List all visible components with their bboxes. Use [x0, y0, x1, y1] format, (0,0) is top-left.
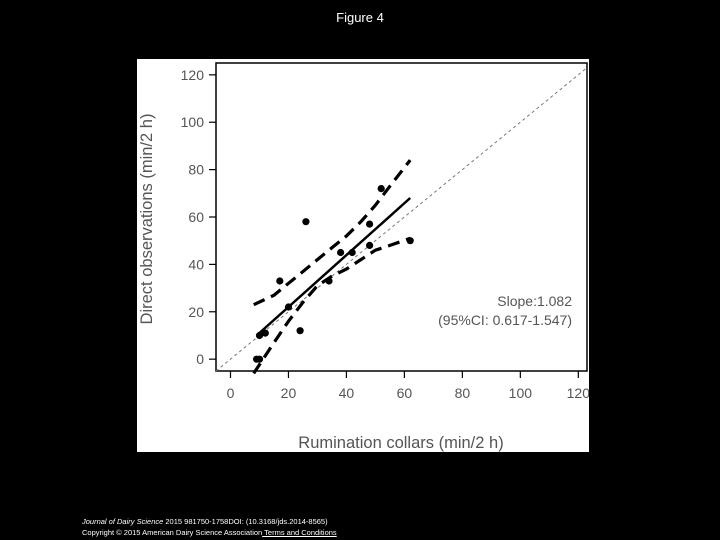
y-tick-label: 0 — [196, 351, 204, 367]
x-tick-label: 20 — [281, 385, 297, 401]
data-point — [325, 277, 333, 285]
confidence-band-upper — [253, 159, 412, 307]
slope-annotation: Slope:1.082 — [497, 293, 572, 309]
data-point — [261, 329, 269, 337]
y-tick-label: 80 — [188, 162, 204, 178]
y-tick-label: 20 — [188, 304, 204, 320]
footer: Journal of Dairy Science 2015 981750-175… — [82, 516, 337, 538]
data-point — [296, 327, 304, 335]
y-tick-label: 120 — [181, 67, 205, 83]
data-point — [255, 355, 264, 363]
footer-citation-line: Journal of Dairy Science 2015 981750-175… — [82, 516, 337, 527]
data-point — [284, 303, 293, 311]
y-axis-label: Direct observations (min/2 h) — [138, 114, 156, 325]
chart-panel: 0 20 40 60 80 100 120 0 20 40 60 80 100 120 Ruminatio… — [137, 59, 589, 452]
data-point — [348, 248, 356, 257]
x-tick-label: 120 — [567, 385, 589, 401]
data-point — [255, 331, 264, 340]
scatter-chart: 0 20 40 60 80 100 120 0 20 40 60 80 100 120 Ruminatio… — [138, 62, 589, 452]
data-point — [366, 241, 374, 249]
data-point — [366, 220, 374, 228]
figure-title: Figure 4 — [336, 10, 384, 25]
regression-line — [255, 197, 412, 337]
copyright-text: Copyright © 2015 American Dairy Science … — [82, 528, 263, 537]
citation-text: 2015 981750-1758DOI: (10.3168/jds.2014-8… — [163, 517, 328, 526]
x-tick-label: 40 — [339, 385, 355, 401]
data-point — [377, 185, 385, 193]
data-point — [406, 237, 414, 245]
data-point — [337, 248, 345, 257]
x-axis-label: Rumination collars (min/2 h) — [298, 434, 503, 452]
x-tick-label: 80 — [455, 385, 471, 401]
data-point — [302, 218, 310, 226]
identity-line — [215, 67, 588, 372]
terms-link[interactable]: Terms and Conditions — [262, 528, 337, 537]
data-point — [276, 277, 284, 285]
x-tick-label: 0 — [227, 385, 235, 401]
confidence-band-lower — [252, 236, 411, 375]
ci-annotation: (95%CI: 0.617-1.547) — [438, 312, 572, 328]
x-tick-label: 100 — [509, 385, 533, 401]
y-tick-label: 40 — [188, 256, 204, 272]
footer-copyright-line: Copyright © 2015 American Dairy Science … — [82, 527, 337, 538]
y-tick-label: 100 — [181, 114, 205, 130]
x-tick-label: 60 — [397, 385, 413, 401]
y-tick-label: 60 — [188, 209, 204, 225]
journal-name: Journal of Dairy Science — [82, 517, 164, 526]
